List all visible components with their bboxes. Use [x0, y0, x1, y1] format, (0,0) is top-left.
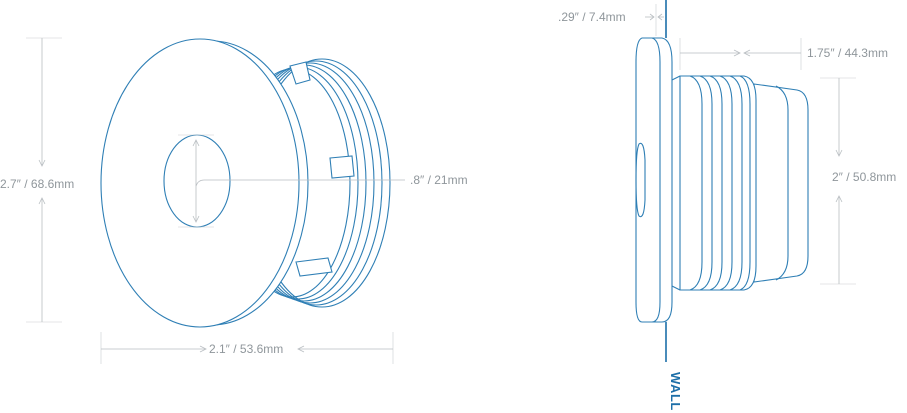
front-hole-dimension [178, 134, 405, 228]
side-threaded-body [679, 75, 757, 291]
side-flange [635, 37, 681, 323]
front-height-dimension [26, 37, 62, 323]
side-depth-label: 1.75″ / 44.3mm [807, 46, 888, 60]
front-height-label: 2.7″ / 68.6mm [0, 177, 74, 191]
side-view: WALL .29″ / 7.4mm 1.75″ / 44.3mm [558, 0, 896, 411]
front-hole-label: .8″ / 21mm [410, 173, 468, 187]
front-width-dimension [100, 332, 394, 364]
side-depth-dimension [679, 38, 802, 70]
side-rear-step [753, 83, 809, 283]
front-view: 2.7″ / 68.6mm 2.1″ / 53.6mm .8″ / 21mm [0, 37, 468, 364]
front-clips [289, 61, 355, 277]
wall-label: WALL [668, 372, 683, 411]
side-flange-dimension [645, 4, 664, 36]
front-flange-face [100, 38, 300, 328]
front-width-label: 2.1″ / 53.6mm [209, 342, 283, 356]
side-flange-label: .29″ / 7.4mm [558, 10, 626, 24]
side-diameter-dimension [820, 77, 856, 285]
side-diameter-label: 2″ / 50.8mm [832, 170, 896, 184]
